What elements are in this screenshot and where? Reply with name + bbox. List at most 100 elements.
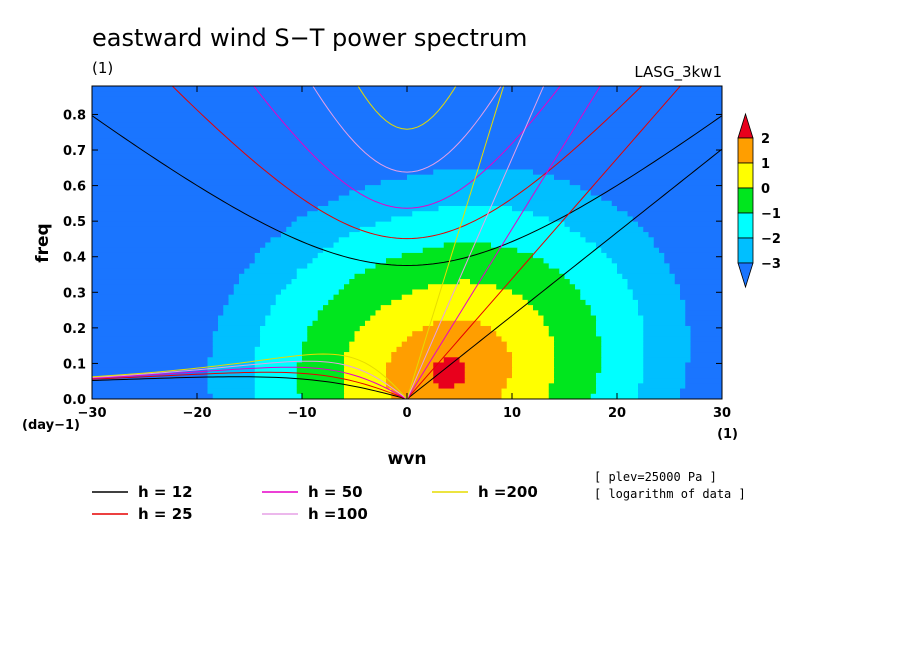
contour-band-cell [428,284,497,291]
contour-band-cell [690,331,722,337]
colorbar-segment [737,237,754,264]
colorbar-label: −3 [761,257,781,272]
contour-band-cell [92,195,340,202]
contour-band-cell [638,393,681,399]
contour-band-cell [632,294,681,301]
contour-band-cell [92,367,209,374]
x-axis-label: wvn [388,449,427,469]
contour-band-cell [569,279,629,285]
contour-band-cell [680,289,722,296]
contour-band-cell [92,299,230,306]
contour-band-cell [92,143,722,150]
contour-band-cell [296,383,345,390]
contour-band-cell [690,352,722,358]
contour-band-cell [254,352,303,358]
legend-label: h = 12 [138,483,193,501]
contour-band-cell [564,221,639,228]
contour-band-cell [680,294,722,301]
contour-band-cell [270,310,319,317]
contour-band-cell [396,346,508,353]
contour-band-cell [92,138,722,144]
contour-band-cell [260,336,308,343]
contour-band-cell [92,336,214,343]
contour-band-cell [212,341,261,348]
contour-band-cell [92,148,722,155]
contour-band-cell [517,247,602,254]
contour-band-cell [296,268,366,275]
contour-band-cell [92,279,240,285]
contour-band-cell [690,346,722,353]
x-tick-label: 30 [713,406,731,421]
contour-band-cell [391,299,529,306]
contour-band-cell [512,357,555,364]
contour-band-cell [344,393,392,399]
contour-band-cell [506,383,550,390]
contour-band-cell [601,352,644,358]
contour-band-cell [580,185,722,191]
contour-band-cell [590,393,639,399]
contour-band-cell [606,252,665,259]
contour-band-cell [386,367,434,374]
plot-area [92,86,722,399]
contour-band-cell [92,174,408,181]
contour-band-cell [254,378,298,384]
contour-band-cell [554,346,602,353]
colorbar-segment [737,137,754,164]
contour-band-cell [92,112,722,118]
contour-band-cell [265,320,314,327]
contour-band-cell [669,263,722,270]
contour-band-cell [228,294,277,301]
contour-band-cell [643,325,692,332]
y-tick-label: 0.5 [63,215,86,230]
y-tick-label: 0.8 [63,108,86,123]
contour-band-cell [92,388,209,395]
contour-band-cell [207,372,256,379]
y-tick-label: 0.6 [63,180,86,195]
contour-band-cell [302,357,345,364]
contour-band-cell [548,216,634,223]
y-tick-label: 0.7 [63,144,86,159]
contour-band-cell [627,211,722,218]
contour-band-cell [317,205,440,212]
contour-band-cell [92,357,209,364]
contour-band-cell [643,315,686,322]
contour-band-cell [212,352,256,358]
contour-band-cell [92,341,214,348]
contour-band-cell [344,284,429,291]
contour-band-cell [312,320,366,327]
contour-band-cell [307,325,361,332]
dispersion-curves [92,86,722,399]
contour-band-cell [596,372,644,379]
units-top-label: (1) [92,59,113,77]
contour-band-cell [375,221,566,228]
contour-band-cell [501,388,550,395]
contour-band-cell [596,331,644,337]
contour-band-cell [496,331,550,337]
contour-band-cell [643,352,692,358]
contour-band-cell [307,336,356,343]
contour-band-cell [344,378,387,384]
contour-band-cell [92,331,214,337]
contour-band-cell [659,247,722,254]
contour-band-cell [317,315,371,322]
contour-band-cell [354,336,408,343]
contour-band-cell [92,352,214,358]
contour-band-cell [254,367,298,374]
contour-band-cell [391,388,503,395]
dispersion-curve [406,86,505,399]
contour-band-cell [92,101,722,108]
contour-band-cell [380,305,534,311]
contour-band-cell [617,205,722,212]
contour-band-cell [401,294,524,301]
contour-band-cell [617,268,671,275]
contour-band-cell [365,185,581,191]
contour-band-cell [596,320,644,327]
contour-band-cell [632,289,681,296]
contour-band-cell [664,252,722,259]
contour-band-cell [601,247,660,254]
contour-band-cell [92,258,256,264]
contour-band-cell [328,299,392,306]
contour-band-cell [438,205,513,212]
contour-band-cell [391,393,503,399]
contour-band-cell [554,372,597,379]
